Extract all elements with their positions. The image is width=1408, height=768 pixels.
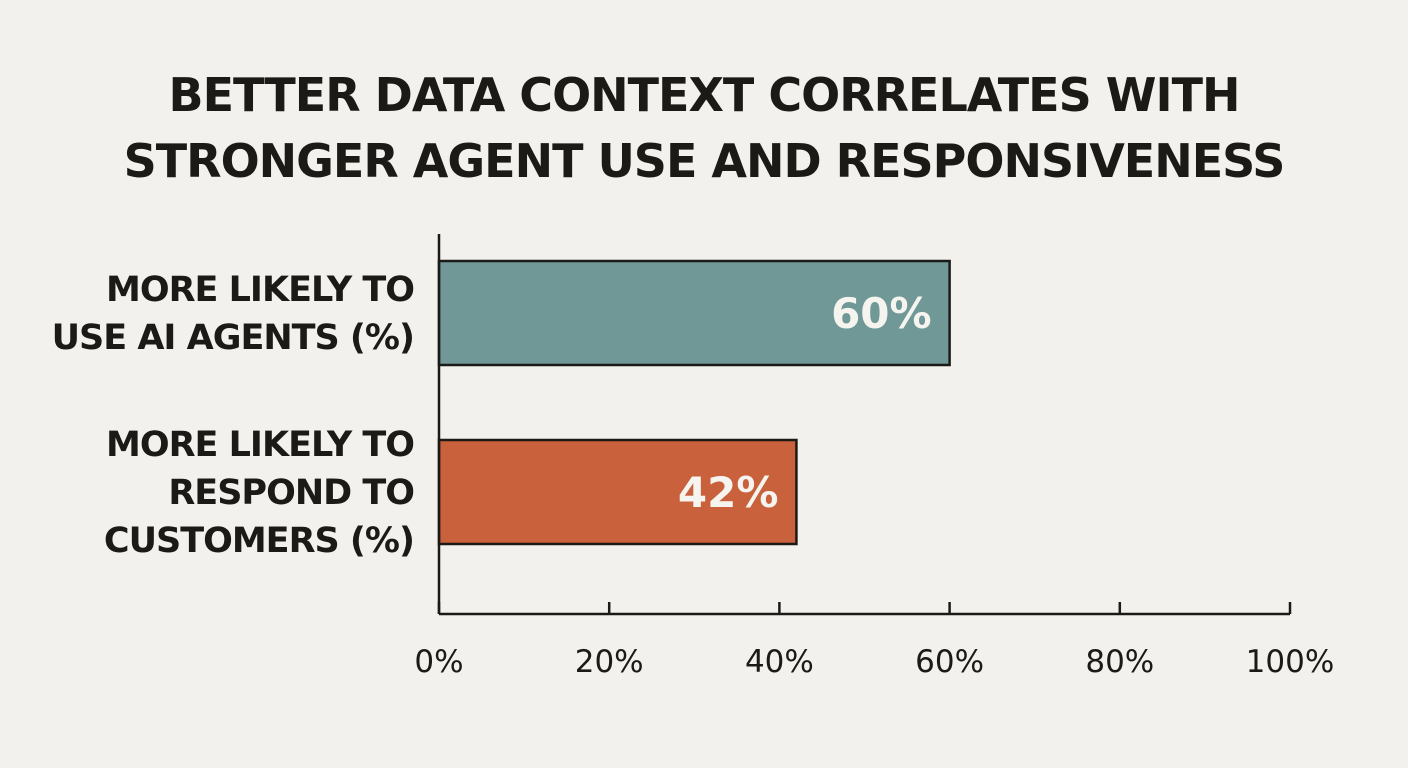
data-label-1: 60% [831,289,932,338]
category-label-2-line-2: RESPOND TO [168,473,414,513]
chart-title-line-2: STRONGER AGENT USE AND RESPONSIVENESS [123,134,1286,188]
x-tick-label-6: 100% [1246,644,1335,680]
category-label-2-line-1: MORE LIKELY TO [106,425,414,465]
chart-title-line-1: BETTER DATA CONTEXT CORRELATES WITH [168,68,1241,122]
x-tick-label-1: 0% [414,644,463,680]
category-label-1-line-1: MORE LIKELY TO [106,270,414,310]
x-tick-label-4: 60% [915,644,984,680]
x-tick-label-3: 40% [745,644,814,680]
x-tick-label-2: 20% [575,644,644,680]
chart-title: BETTER DATA CONTEXT CORRELATES WITH STRO… [0,62,1408,194]
category-label-2-line-3: CUSTOMERS (%) [104,521,414,561]
bar-1 [437,259,951,367]
category-label-1-line-2: USE AI AGENTS (%) [52,318,414,358]
data-label-2: 42% [678,468,779,517]
x-tick-label-5: 80% [1085,644,1154,680]
